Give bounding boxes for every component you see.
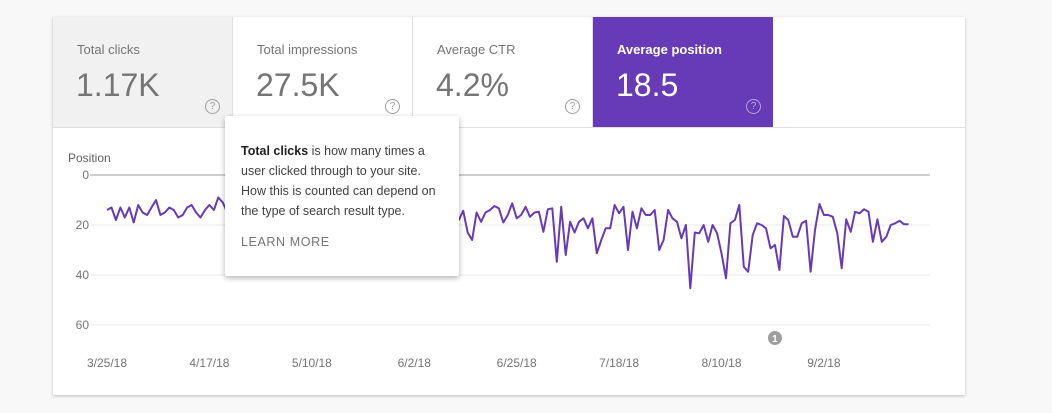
tab-average-position[interactable]: Average position 18.5 ? [593, 17, 773, 127]
metric-value: 4.2% [436, 67, 509, 103]
y-tick-label: 40 [76, 268, 90, 282]
metric-tooltip: Total clicks is how many times a user cl… [225, 116, 459, 276]
y-tick-label: 60 [76, 318, 90, 332]
x-tick-label: 4/17/18 [189, 356, 229, 370]
tab-total-clicks[interactable]: Total clicks 1.17K ? [53, 17, 233, 127]
tab-total-impressions[interactable]: Total impressions 27.5K ? [233, 17, 413, 127]
tooltip-body: is how many times a user clicked through… [241, 144, 436, 218]
x-tick-label: 5/10/18 [292, 356, 332, 370]
metric-label: Average position [617, 42, 722, 57]
x-tick-label: 3/25/18 [87, 356, 127, 370]
annotation-label: 1 [772, 334, 778, 345]
metric-label: Total impressions [257, 42, 358, 57]
help-icon[interactable]: ? [385, 99, 400, 114]
annotation-marker [767, 331, 782, 345]
help-icon[interactable]: ? [746, 99, 761, 114]
metric-value: 1.17K [76, 67, 160, 103]
metric-label: Average CTR [437, 42, 516, 57]
metric-value: 18.5 [616, 67, 679, 103]
x-tick-label: 6/25/18 [497, 356, 537, 370]
tooltip-text: Total clicks is how many times a user cl… [241, 141, 444, 221]
x-tick-label: 9/2/18 [807, 356, 841, 370]
performance-card: Position 0 20 40 60 3/25/18 4/17/18 5/10/18 6/2/… [53, 17, 965, 395]
metric-value: 27.5K [256, 67, 340, 103]
tooltip-bold: Total clicks [241, 144, 309, 158]
help-icon[interactable]: ? [565, 99, 580, 114]
y-tick-label: 0 [82, 168, 89, 182]
x-tick-label: 7/18/18 [599, 356, 639, 370]
metric-label: Total clicks [77, 42, 140, 57]
tab-average-ctr[interactable]: Average CTR 4.2% ? [413, 17, 593, 127]
x-tick-label: 6/2/18 [398, 356, 432, 370]
y-axis-label: Position [68, 151, 111, 165]
metric-tabs: Total clicks 1.17K ? Total impressions 2… [53, 17, 965, 128]
x-tick-label: 8/10/18 [701, 356, 741, 370]
learn-more-link[interactable]: LEARN MORE [241, 235, 330, 249]
help-icon[interactable]: ? [205, 99, 220, 114]
y-tick-label: 20 [76, 218, 90, 232]
